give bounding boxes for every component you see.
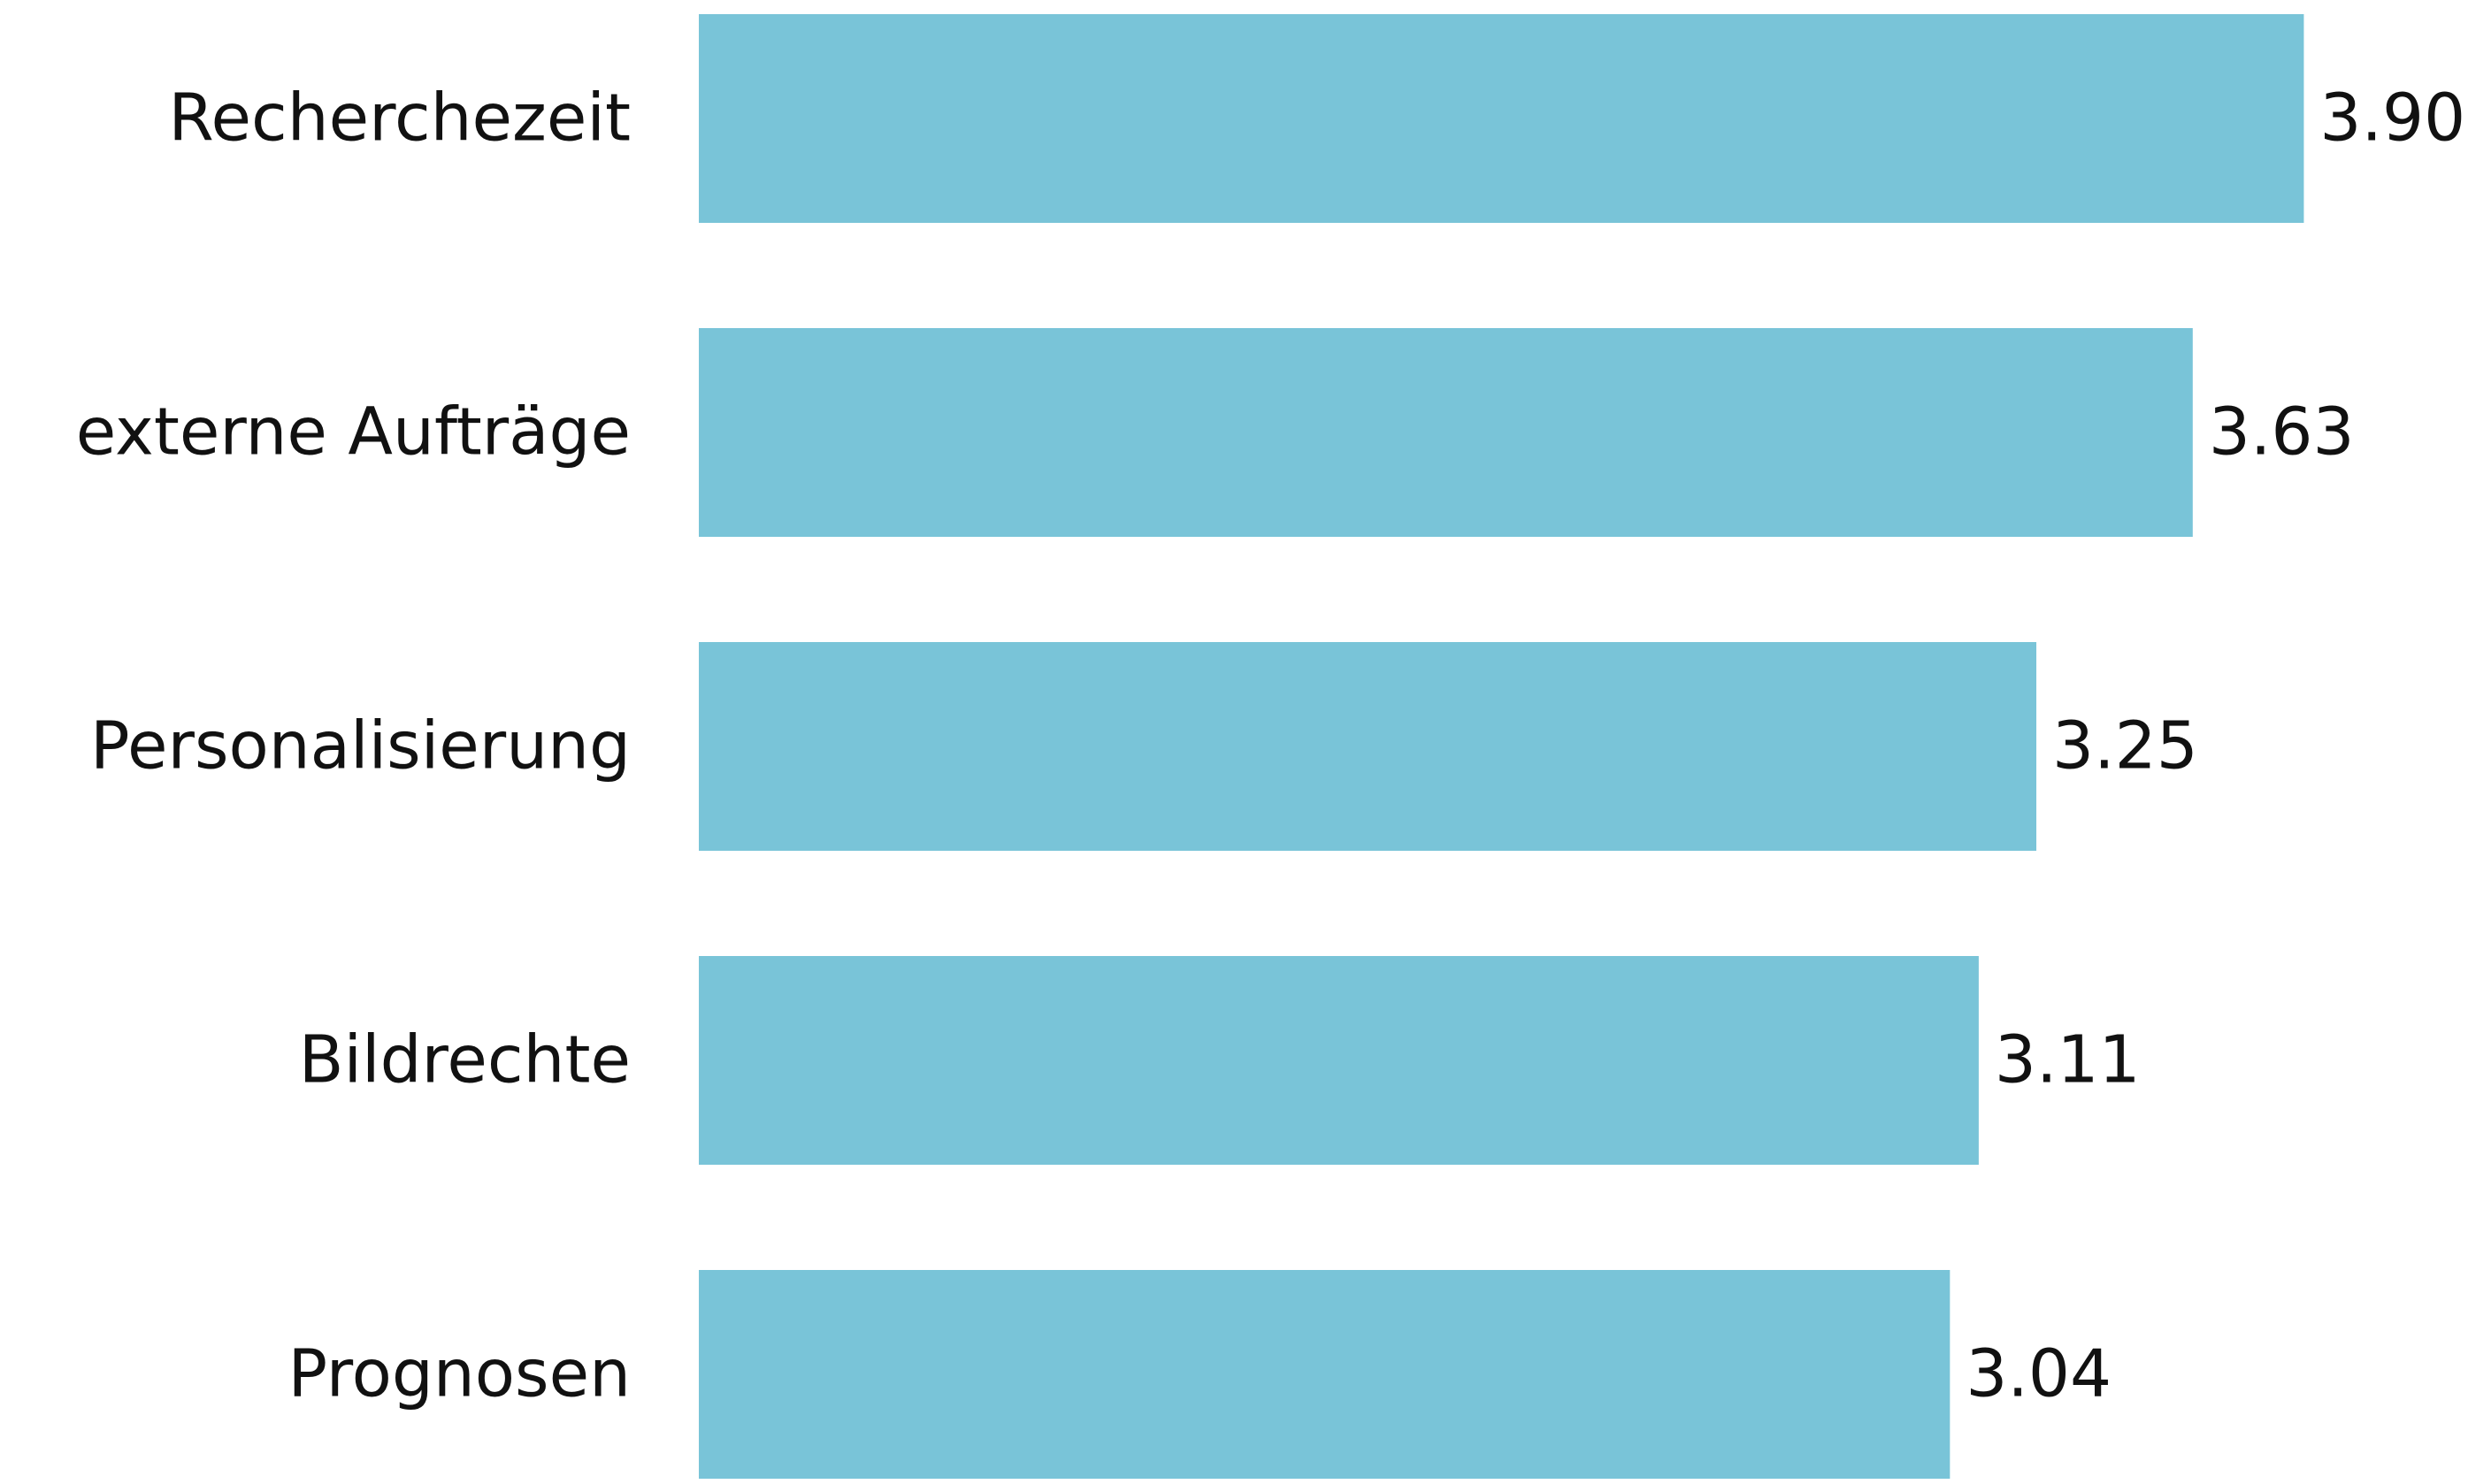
value-label: 3.11 xyxy=(1995,1022,2141,1098)
category-label: externe Aufträge xyxy=(76,394,631,470)
value-label: 3.04 xyxy=(1966,1336,2112,1412)
value-label: 3.63 xyxy=(2209,394,2355,470)
bar xyxy=(699,14,2304,223)
bar xyxy=(699,956,1979,1165)
value-label: 3.90 xyxy=(2319,80,2465,157)
bar xyxy=(699,642,2037,851)
category-label: Recherchezeit xyxy=(168,80,631,157)
category-label: Bildrechte xyxy=(299,1022,631,1098)
bar xyxy=(699,328,2193,537)
category-label: Personalisierung xyxy=(90,708,631,784)
value-label: 3.25 xyxy=(2052,708,2198,784)
bar xyxy=(699,1270,1951,1479)
category-label: Prognosen xyxy=(287,1336,631,1412)
